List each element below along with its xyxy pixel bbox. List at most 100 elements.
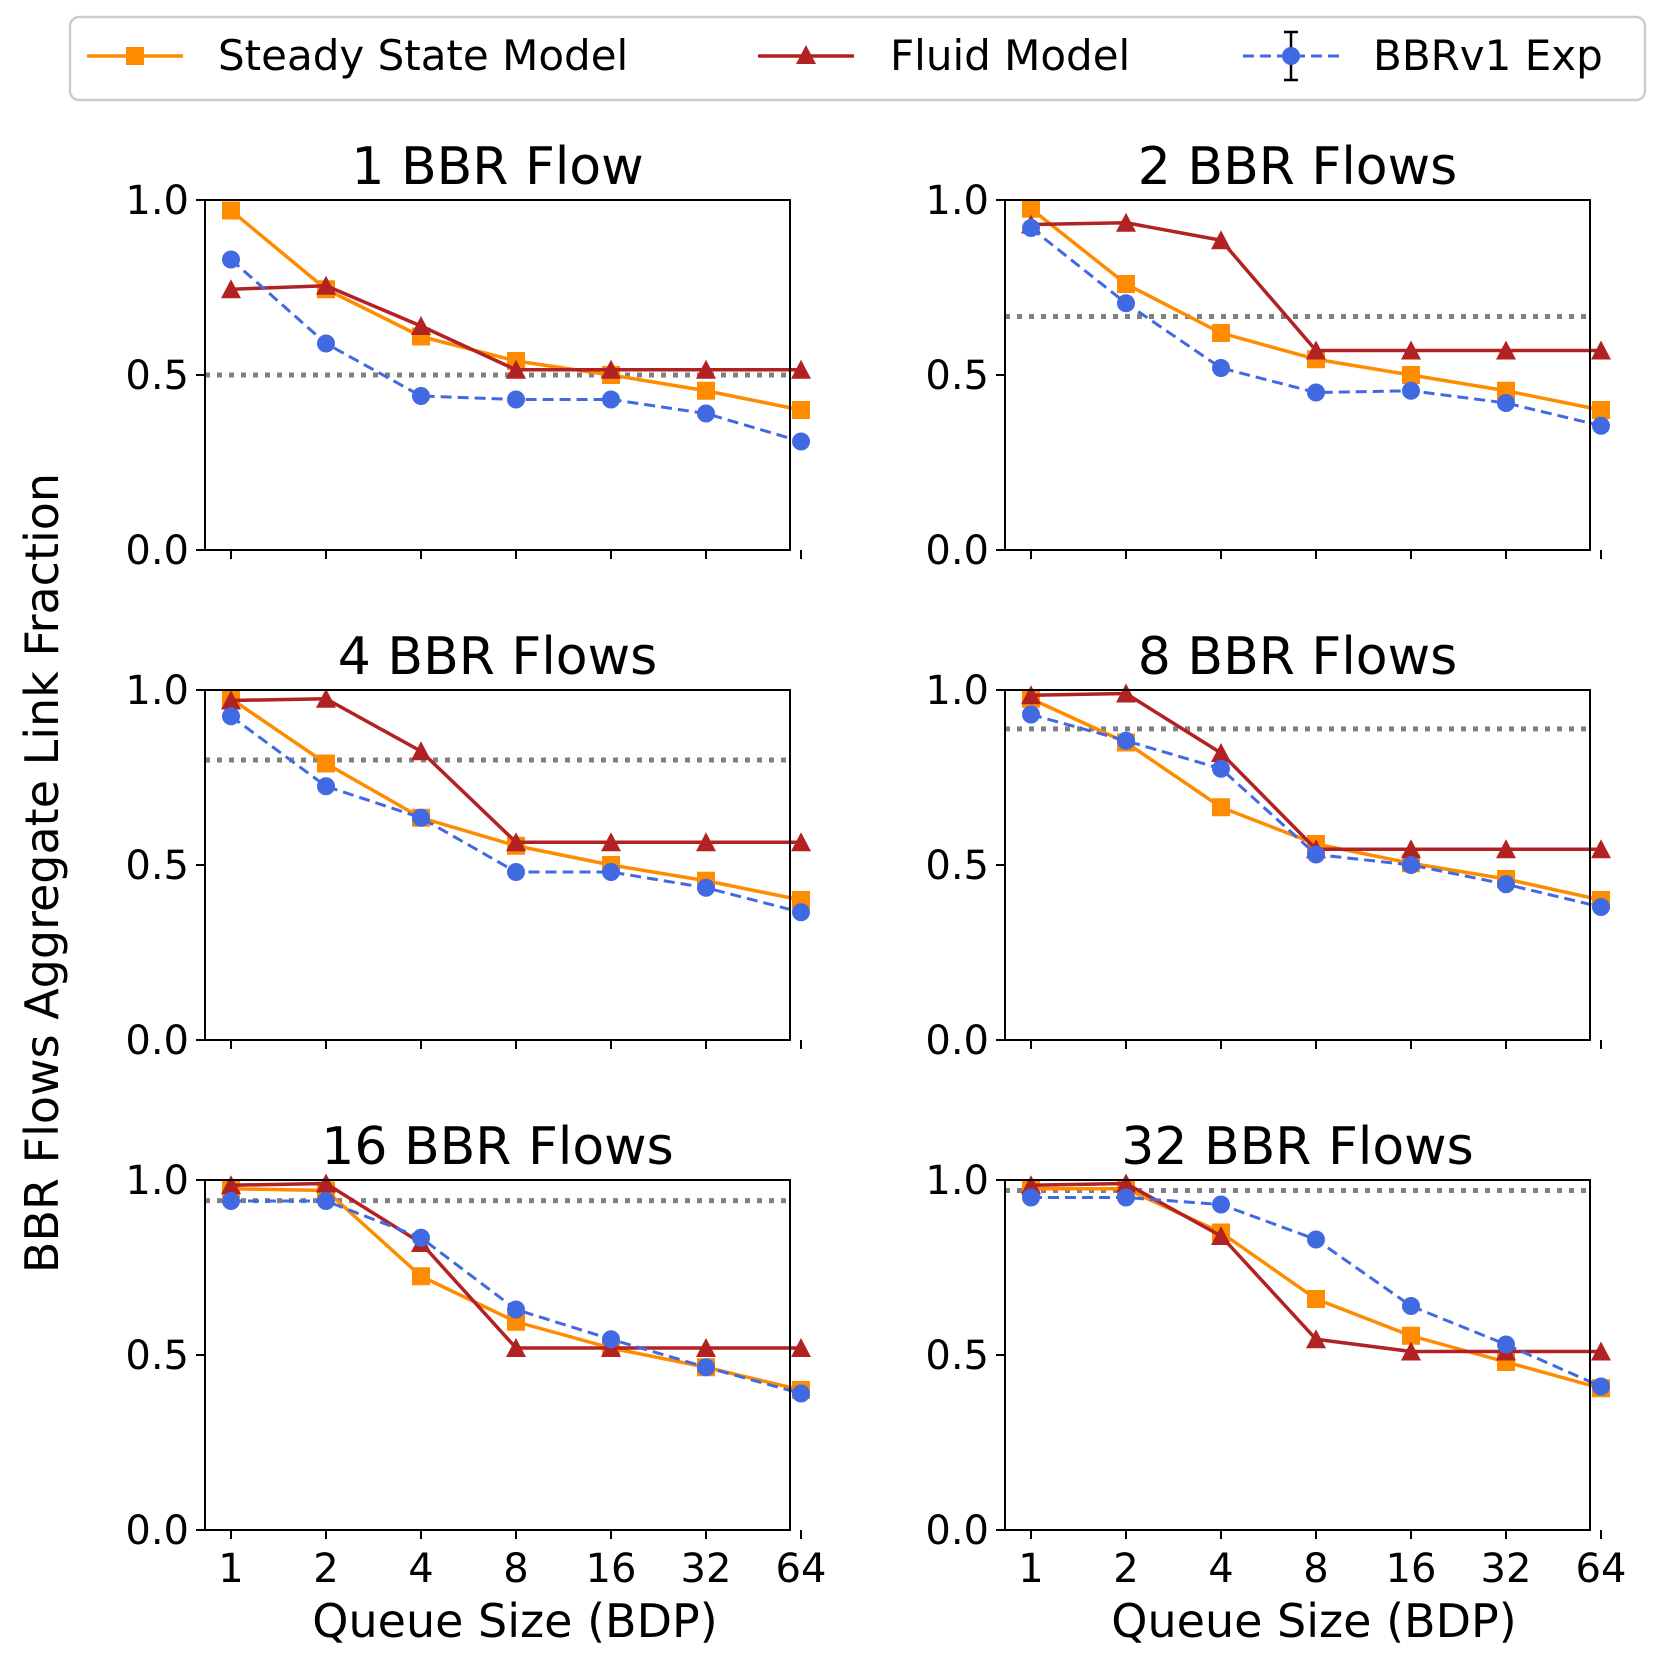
data-point-bbr	[1497, 1335, 1515, 1354]
y-tick-label: 0.5	[925, 1333, 989, 1379]
data-point-fluid	[791, 359, 811, 379]
plot-frame	[1004, 689, 1591, 1041]
y-tick-label: 0.0	[125, 528, 189, 574]
data-point-bbr	[1022, 219, 1040, 237]
data-point-fluid	[1591, 1341, 1611, 1361]
panel-title: 4 BBR Flows	[338, 627, 657, 687]
data-point-fluid	[411, 316, 431, 335]
data-point-steady	[1592, 401, 1610, 419]
data-point-fluid	[411, 741, 431, 761]
data-point-bbr	[1307, 845, 1325, 864]
data-point-bbr	[507, 390, 525, 409]
data-point-steady	[1117, 275, 1135, 293]
x-tick-label: 64	[776, 1546, 827, 1592]
x-tick-label: 16	[586, 1546, 637, 1592]
data-point-steady	[697, 381, 715, 400]
data-point-fluid	[1401, 340, 1421, 360]
data-point-steady	[1307, 1290, 1325, 1308]
data-point-fluid	[1116, 1173, 1136, 1193]
data-point-bbr	[792, 1384, 810, 1403]
data-point-bbr	[1022, 705, 1040, 724]
x-tick-label: 4	[1208, 1546, 1233, 1592]
data-point-bbr	[1497, 394, 1515, 412]
data-point-fluid	[1116, 212, 1136, 232]
x-tick-label: 1	[1018, 1546, 1043, 1592]
subplot-1-bbr-flow: 1 BBR Flow 0.0 0.5 1.0	[125, 137, 811, 574]
subplot-4-bbr-flows: 4 BBR Flows 0.0 0.5 1.0	[125, 627, 811, 1064]
data-point-bbr	[697, 878, 715, 897]
data-point-steady	[792, 401, 810, 419]
data-point-fluid	[696, 832, 716, 852]
x-tick-label: 32	[1481, 1546, 1532, 1592]
data-point-fluid	[1021, 685, 1041, 705]
data-point-fluid	[316, 275, 336, 295]
data-point-steady	[412, 1267, 430, 1286]
x-tick-label: 8	[1303, 1546, 1328, 1592]
data-point-fluid	[506, 832, 526, 852]
y-tick-label: 1.0	[925, 668, 989, 714]
plot-frame	[204, 199, 791, 551]
subplot-16-bbr-flows: 16 BBR Flows 0.0 0.5 1.0 1 2 4 8 16 32 64	[125, 1117, 826, 1592]
plot-frame	[1004, 1179, 1591, 1531]
data-point-fluid	[316, 688, 336, 708]
data-point-bbr	[412, 808, 430, 827]
data-point-steady	[317, 754, 335, 773]
data-point-fluid	[696, 359, 716, 379]
x-axis-label-right: Queue Size (BDP)	[1111, 1594, 1516, 1648]
data-point-bbr	[1497, 875, 1515, 894]
series-line-steady	[230, 1187, 802, 1392]
series-line-bbr	[1030, 713, 1602, 909]
y-tick-label: 1.0	[925, 178, 989, 224]
subplot-2-bbr-flows: 2 BBR Flows 0.0 0.5 1.0	[925, 137, 1611, 574]
data-point-bbr	[1592, 416, 1610, 435]
data-point-fluid	[1591, 839, 1611, 859]
data-point-bbr	[697, 1358, 715, 1377]
y-tick-label: 1.0	[125, 178, 189, 224]
panel-title: 32 BBR Flows	[1121, 1117, 1474, 1177]
y-tick-label: 0.5	[925, 843, 989, 889]
x-tick-label: 16	[1386, 1546, 1437, 1592]
x-tick-label: 1	[218, 1546, 243, 1592]
legend-entry-bbr: BBRv1 Exp	[1243, 30, 1603, 82]
data-point-bbr	[412, 1228, 430, 1247]
data-point-bbr	[1212, 359, 1230, 377]
legend-label-bbr: BBRv1 Exp	[1373, 31, 1603, 80]
series-line-steady	[1031, 1187, 1602, 1390]
series-line-bbr	[231, 1199, 802, 1395]
data-point-bbr	[317, 777, 335, 796]
data-point-fluid	[1496, 340, 1516, 360]
data-point-bbr	[222, 707, 240, 726]
data-point-bbr	[1592, 898, 1610, 916]
data-point-bbr	[222, 1192, 240, 1210]
data-point-bbr	[602, 1330, 620, 1349]
subplot-32-bbr-flows: 32 BBR Flows 0.0 0.5 1.0 1 2 4 8 16 32 64	[925, 1117, 1626, 1592]
legend-frame	[68, 15, 1647, 102]
panel-title: 16 BBR Flows	[321, 1117, 674, 1177]
data-point-fluid	[1211, 743, 1231, 762]
y-tick-label: 0.5	[125, 1333, 189, 1379]
data-point-fluid	[601, 832, 621, 852]
data-point-bbr	[1402, 1297, 1420, 1315]
x-tick-label: 64	[1576, 1546, 1627, 1592]
data-point-fluid	[791, 832, 811, 852]
y-tick-label: 0.0	[925, 1508, 989, 1554]
legend-label-fluid: Fluid Model	[890, 31, 1130, 80]
data-point-bbr	[1117, 294, 1135, 313]
data-point-bbr	[792, 903, 810, 922]
panel-title: 8 BBR Flows	[1138, 627, 1457, 687]
data-point-bbr	[412, 387, 430, 405]
data-point-fluid	[1401, 1341, 1421, 1361]
data-point-bbr	[222, 250, 240, 269]
data-point-bbr	[507, 1300, 525, 1319]
y-tick-label: 0.0	[925, 1018, 989, 1064]
plot-frame	[204, 1179, 791, 1531]
series-line-steady	[1029, 207, 1602, 412]
data-point-bbr	[317, 1192, 335, 1210]
x-tick-label: 4	[408, 1546, 433, 1592]
legend-label-steady: Steady State Model	[218, 31, 628, 80]
data-point-steady	[1212, 798, 1230, 817]
y-tick-label: 0.5	[125, 843, 189, 889]
x-tick-label: 8	[503, 1546, 528, 1592]
data-point-fluid	[221, 1175, 241, 1195]
legend-entry-steady: Steady State Model	[87, 31, 628, 80]
